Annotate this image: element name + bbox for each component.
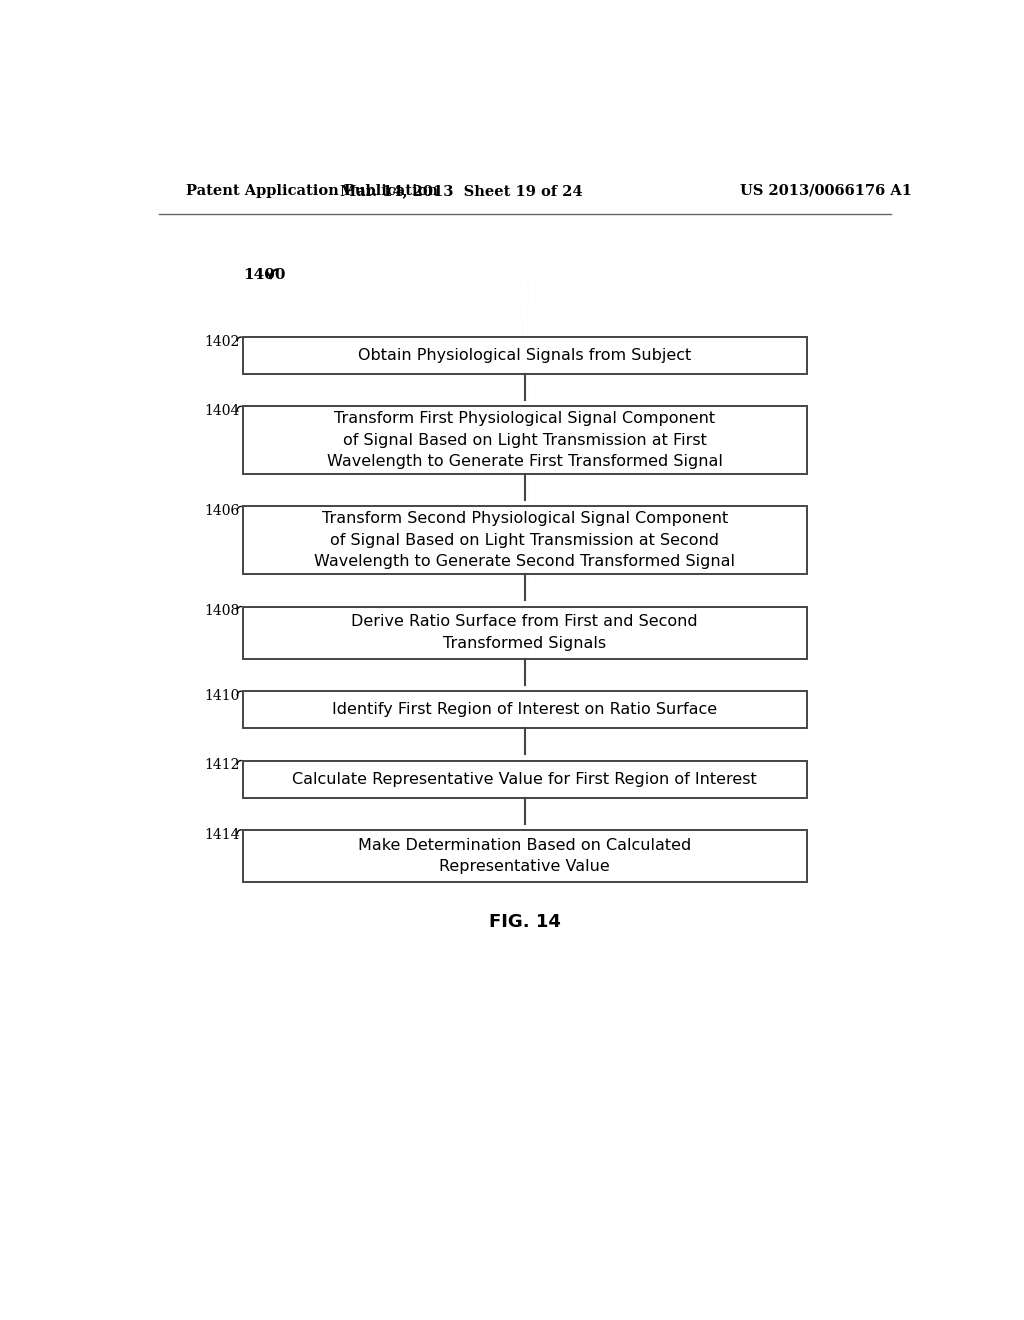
Text: Make Determination Based on Calculated
Representative Value: Make Determination Based on Calculated R… — [358, 838, 691, 874]
Bar — [243, 407, 807, 474]
Bar — [243, 830, 807, 882]
Text: Transform First Physiological Signal Component
of Signal Based on Light Transmis: Transform First Physiological Signal Com… — [327, 411, 723, 470]
Text: 1410: 1410 — [204, 689, 240, 704]
Text: 1402: 1402 — [205, 335, 240, 348]
Bar — [243, 337, 807, 374]
Text: Patent Application Publication: Patent Application Publication — [186, 183, 438, 198]
Text: 1412: 1412 — [204, 758, 240, 772]
Text: 1414: 1414 — [204, 828, 240, 842]
Text: 1400: 1400 — [243, 268, 286, 282]
Text: 1404: 1404 — [204, 404, 240, 418]
Text: Calculate Representative Value for First Region of Interest: Calculate Representative Value for First… — [293, 771, 757, 787]
Bar — [243, 692, 807, 729]
Text: Derive Ratio Surface from First and Second
Transformed Signals: Derive Ratio Surface from First and Seco… — [351, 614, 698, 651]
Bar — [243, 760, 807, 797]
Text: Obtain Physiological Signals from Subject: Obtain Physiological Signals from Subjec… — [358, 348, 691, 363]
Text: Mar. 14, 2013  Sheet 19 of 24: Mar. 14, 2013 Sheet 19 of 24 — [340, 183, 583, 198]
Text: 1408: 1408 — [205, 605, 240, 618]
Text: Identify First Region of Interest on Ratio Surface: Identify First Region of Interest on Rat… — [332, 702, 718, 717]
Text: 1406: 1406 — [205, 504, 240, 519]
Text: FIG. 14: FIG. 14 — [488, 913, 561, 931]
Text: US 2013/0066176 A1: US 2013/0066176 A1 — [739, 183, 911, 198]
Bar — [243, 607, 807, 659]
Text: Transform Second Physiological Signal Component
of Signal Based on Light Transmi: Transform Second Physiological Signal Co… — [314, 511, 735, 569]
Bar — [243, 507, 807, 574]
